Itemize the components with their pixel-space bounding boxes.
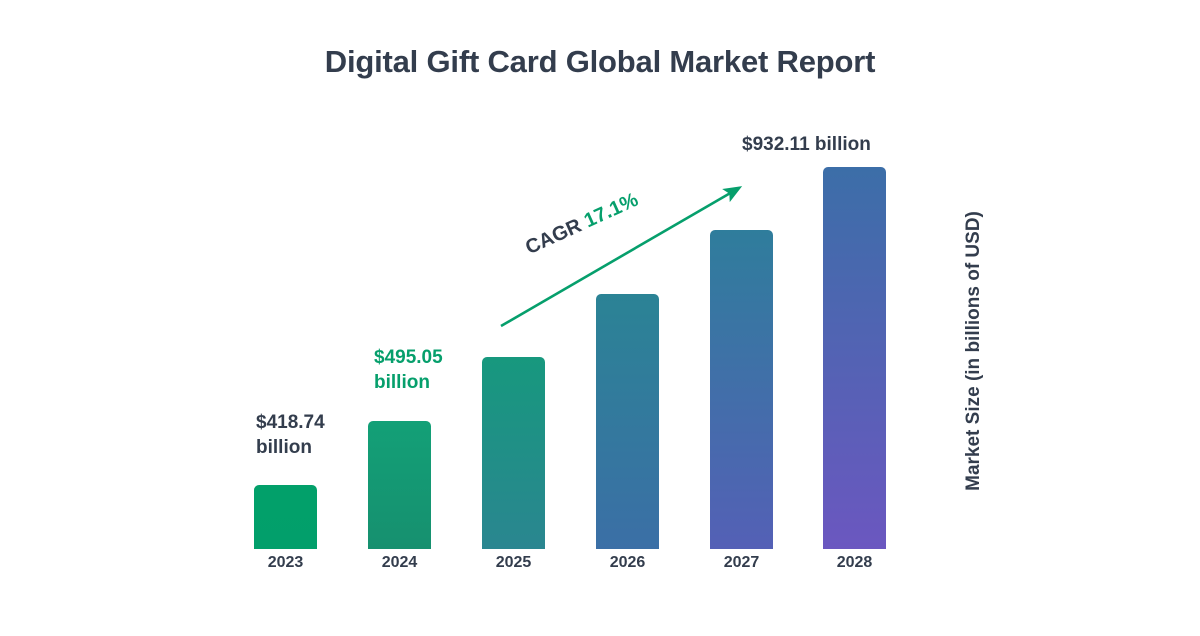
bar-2023 <box>254 485 317 549</box>
bar-2025 <box>482 357 545 549</box>
category-label-2026: 2026 <box>609 554 646 571</box>
category-label-2024: 2024 <box>381 554 418 571</box>
bar-2026 <box>596 294 659 549</box>
category-label-2028: 2028 <box>836 554 873 571</box>
category-label-2027: 2027 <box>723 554 760 571</box>
value-label-2023: $418.74 billion <box>256 412 325 459</box>
y-axis-title: Market Size (in billions of USD) <box>963 211 984 491</box>
value-label-2028: $932.11 billion <box>742 134 871 155</box>
bar-2027 <box>710 230 773 549</box>
bar-2028 <box>823 167 886 549</box>
category-label-2023: 2023 <box>267 554 304 571</box>
category-label-2025: 2025 <box>495 554 532 571</box>
bar-2024 <box>368 421 431 549</box>
page-title: Digital Gift Card Global Market Report <box>324 44 876 79</box>
value-label-2024: $495.05 billion <box>374 347 443 394</box>
